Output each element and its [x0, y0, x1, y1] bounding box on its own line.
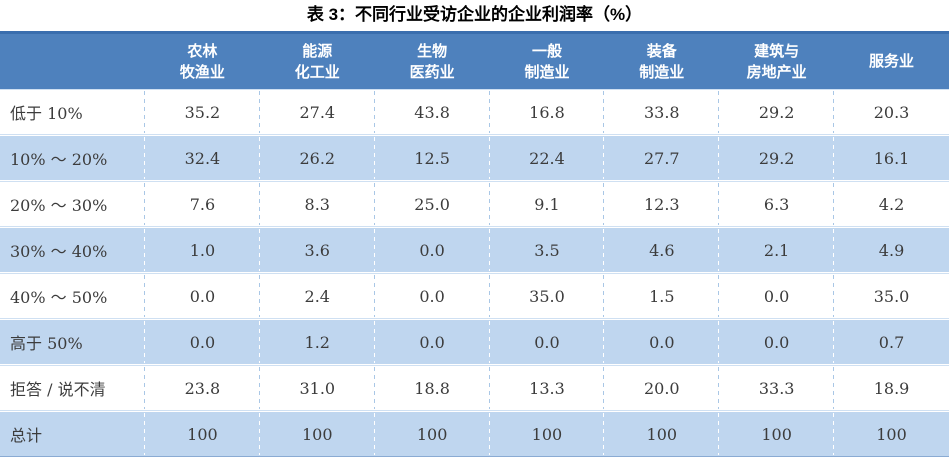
- row-label: 低于 10%: [0, 89, 145, 135]
- row-label: 30% ～ 40%: [0, 227, 145, 273]
- cell-value: 23.8: [144, 365, 260, 411]
- cell-value: 26.2: [258, 135, 375, 181]
- cell-value: 0.7: [833, 319, 949, 365]
- row-label: 20% ～ 30%: [0, 181, 145, 227]
- column-header: 服务业: [834, 31, 949, 89]
- table-row: 30% ～ 40% 1.0 3.6 0.0 3.5 4.6 2.1 4.9: [0, 227, 949, 273]
- row-label: 总计: [0, 411, 145, 457]
- cell-value: 12.3: [603, 181, 720, 227]
- cell-value: 12.5: [373, 135, 490, 181]
- cell-value: 18.8: [373, 365, 490, 411]
- table-header: 农林 牧渔业 能源 化工业 生物 医药业 一般 制造业 装备 制造业 建筑与 房地产业 服务业: [0, 31, 949, 89]
- cell-value: 35.0: [488, 273, 605, 319]
- cell-value: 13.3: [488, 365, 605, 411]
- cell-value: 3.6: [258, 227, 375, 273]
- cell-value: 2.1: [718, 227, 835, 273]
- cell-value: 22.4: [488, 135, 605, 181]
- column-header: 一般 制造业: [489, 31, 605, 89]
- row-label: 拒答 / 说不清: [0, 365, 145, 411]
- cell-value: 18.9: [833, 365, 949, 411]
- cell-value: 29.2: [718, 135, 835, 181]
- cell-value: 35.0: [833, 273, 949, 319]
- cell-value: 0.0: [718, 273, 835, 319]
- corner-cell: [0, 31, 145, 89]
- table-body: 低于 10% 35.2 27.4 43.8 16.8 33.8 29.2 20.3 10% ～ …: [0, 89, 949, 457]
- cell-value: 100: [833, 411, 949, 457]
- cell-value: 8.3: [258, 181, 375, 227]
- cell-value: 100: [488, 411, 605, 457]
- cell-value: 100: [373, 411, 490, 457]
- cell-value: 0.0: [603, 319, 720, 365]
- cell-value: 20.0: [603, 365, 720, 411]
- cell-value: 1.0: [144, 227, 260, 273]
- cell-value: 0.0: [488, 319, 605, 365]
- cell-value: 0.0: [373, 273, 490, 319]
- row-label: 40% ～ 50%: [0, 273, 145, 319]
- cell-value: 0.0: [373, 319, 490, 365]
- cell-value: 29.2: [718, 89, 835, 135]
- cell-value: 100: [718, 411, 835, 457]
- table-row: 20% ～ 30% 7.6 8.3 25.0 9.1 12.3 6.3 4.2: [0, 181, 949, 227]
- column-header: 装备 制造业: [604, 31, 720, 89]
- cell-value: 27.7: [603, 135, 720, 181]
- cell-value: 32.4: [144, 135, 260, 181]
- cell-value: 0.0: [718, 319, 835, 365]
- table-row: 低于 10% 35.2 27.4 43.8 16.8 33.8 29.2 20.3: [0, 89, 949, 135]
- cell-value: 33.8: [603, 89, 720, 135]
- cell-value: 4.9: [833, 227, 949, 273]
- cell-value: 7.6: [144, 181, 260, 227]
- column-header: 生物 医药业: [374, 31, 490, 89]
- cell-value: 35.2: [144, 89, 260, 135]
- column-header: 能源 化工业: [259, 31, 375, 89]
- cell-value: 100: [144, 411, 260, 457]
- table-row: 40% ～ 50% 0.0 2.4 0.0 35.0 1.5 0.0 35.0: [0, 273, 949, 319]
- cell-value: 27.4: [258, 89, 375, 135]
- cell-value: 100: [258, 411, 375, 457]
- cell-value: 6.3: [718, 181, 835, 227]
- header-row: 农林 牧渔业 能源 化工业 生物 医药业 一般 制造业 装备 制造业 建筑与 房地产业 服务业: [0, 31, 949, 89]
- cell-value: 0.0: [144, 319, 260, 365]
- table-row: 总计 100 100 100 100 100 100 100: [0, 411, 949, 457]
- column-header: 农林 牧渔业: [145, 31, 260, 89]
- row-label: 高于 50%: [0, 319, 145, 365]
- cell-value: 16.8: [488, 89, 605, 135]
- profit-rate-table: 农林 牧渔业 能源 化工业 生物 医药业 一般 制造业 装备 制造业 建筑与 房地产业 服务业 低于 1…: [0, 31, 949, 457]
- cell-value: 1.2: [258, 319, 375, 365]
- cell-value: 9.1: [488, 181, 605, 227]
- table-row: 拒答 / 说不清 23.8 31.0 18.8 13.3 20.0 33.3 18.9: [0, 365, 949, 411]
- cell-value: 4.2: [833, 181, 949, 227]
- cell-value: 25.0: [373, 181, 490, 227]
- cell-value: 2.4: [258, 273, 375, 319]
- cell-value: 43.8: [373, 89, 490, 135]
- cell-value: 20.3: [833, 89, 949, 135]
- table-row: 高于 50% 0.0 1.2 0.0 0.0 0.0 0.0 0.7: [0, 319, 949, 365]
- column-header: 建筑与 房地产业: [719, 31, 835, 89]
- cell-value: 3.5: [488, 227, 605, 273]
- cell-value: 1.5: [603, 273, 720, 319]
- table-title: 表 3：不同行业受访企业的企业利润率（%）: [306, 5, 643, 24]
- table-row: 10% ～ 20% 32.4 26.2 12.5 22.4 27.7 29.2 16.1: [0, 135, 949, 181]
- cell-value: 33.3: [718, 365, 835, 411]
- row-label: 10% ～ 20%: [0, 135, 145, 181]
- cell-value: 4.6: [603, 227, 720, 273]
- cell-value: 31.0: [258, 365, 375, 411]
- cell-value: 100: [603, 411, 720, 457]
- cell-value: 16.1: [833, 135, 949, 181]
- cell-value: 0.0: [144, 273, 260, 319]
- cell-value: 0.0: [373, 227, 490, 273]
